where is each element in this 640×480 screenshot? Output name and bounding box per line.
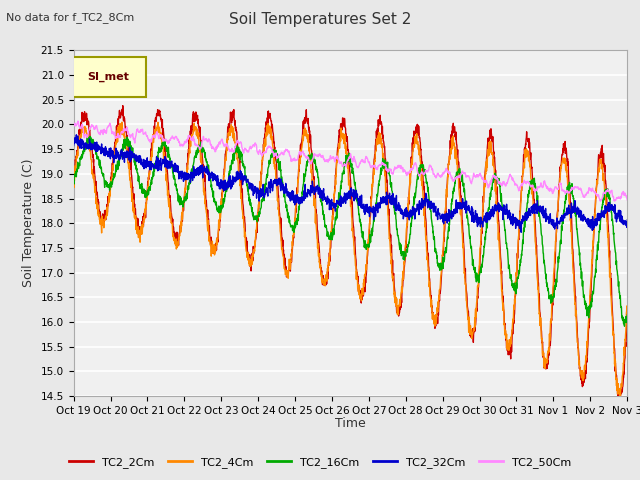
Text: No data for f_TC2_8Cm: No data for f_TC2_8Cm <box>6 12 134 23</box>
Legend: TC2_2Cm, TC2_4Cm, TC2_16Cm, TC2_32Cm, TC2_50Cm: TC2_2Cm, TC2_4Cm, TC2_16Cm, TC2_32Cm, TC… <box>64 452 576 472</box>
Text: Soil Temperatures Set 2: Soil Temperatures Set 2 <box>229 12 411 27</box>
FancyBboxPatch shape <box>71 57 145 97</box>
Text: SI_met: SI_met <box>87 72 129 83</box>
X-axis label: Time: Time <box>335 417 366 430</box>
Y-axis label: Soil Temperature (C): Soil Temperature (C) <box>22 159 35 288</box>
